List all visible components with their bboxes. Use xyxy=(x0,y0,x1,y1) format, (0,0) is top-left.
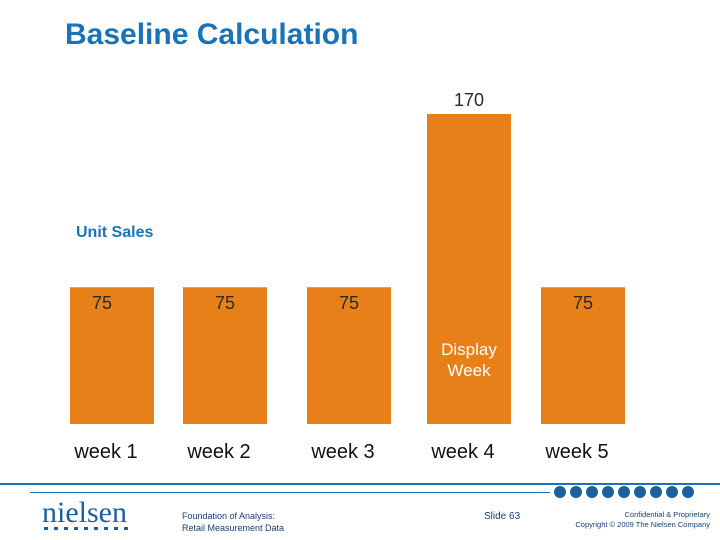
bar-week-2 xyxy=(183,287,267,424)
bar-value-label: 75 xyxy=(573,293,593,313)
bar-week-5 xyxy=(541,287,625,424)
decorative-dots xyxy=(554,486,694,498)
y-axis-label: Unit Sales xyxy=(76,224,153,241)
annotation-line2: Week xyxy=(447,361,491,380)
category-label: week 1 xyxy=(73,441,137,463)
course-title-line1: Foundation of Analysis: xyxy=(182,511,276,521)
bar-value-label: 75 xyxy=(339,293,359,313)
category-label: week 4 xyxy=(430,441,494,463)
category-label: week 3 xyxy=(310,441,374,463)
confidential-label: Confidential & Proprietary xyxy=(624,510,710,519)
bar-value-label: 75 xyxy=(215,293,235,313)
bar-value-label: 75 xyxy=(92,293,112,313)
bar-week-4 xyxy=(427,114,511,424)
slide-number: Slide 63 xyxy=(484,511,521,522)
category-label: week 5 xyxy=(544,441,608,463)
bar-week-3 xyxy=(307,287,391,424)
footer-divider xyxy=(0,483,720,485)
page-title: Baseline Calculation xyxy=(65,18,359,51)
bar-chart: 75 week 1 75 week 2 75 week 3 170 week 4 75 week … xyxy=(70,90,625,463)
nielsen-logo-dots xyxy=(44,527,128,531)
category-label: week 2 xyxy=(186,441,250,463)
bar-value-label: 170 xyxy=(454,90,484,110)
annotation-line1: Display xyxy=(441,340,497,359)
footer-divider-thin xyxy=(30,492,550,493)
copyright-label: Copyright © 2009 The Nielsen Company xyxy=(575,520,710,529)
course-title-line2: Retail Measurement Data xyxy=(182,523,285,533)
nielsen-logo: nielsen xyxy=(42,496,127,529)
footer xyxy=(0,485,720,540)
bar-week-1 xyxy=(70,287,154,424)
